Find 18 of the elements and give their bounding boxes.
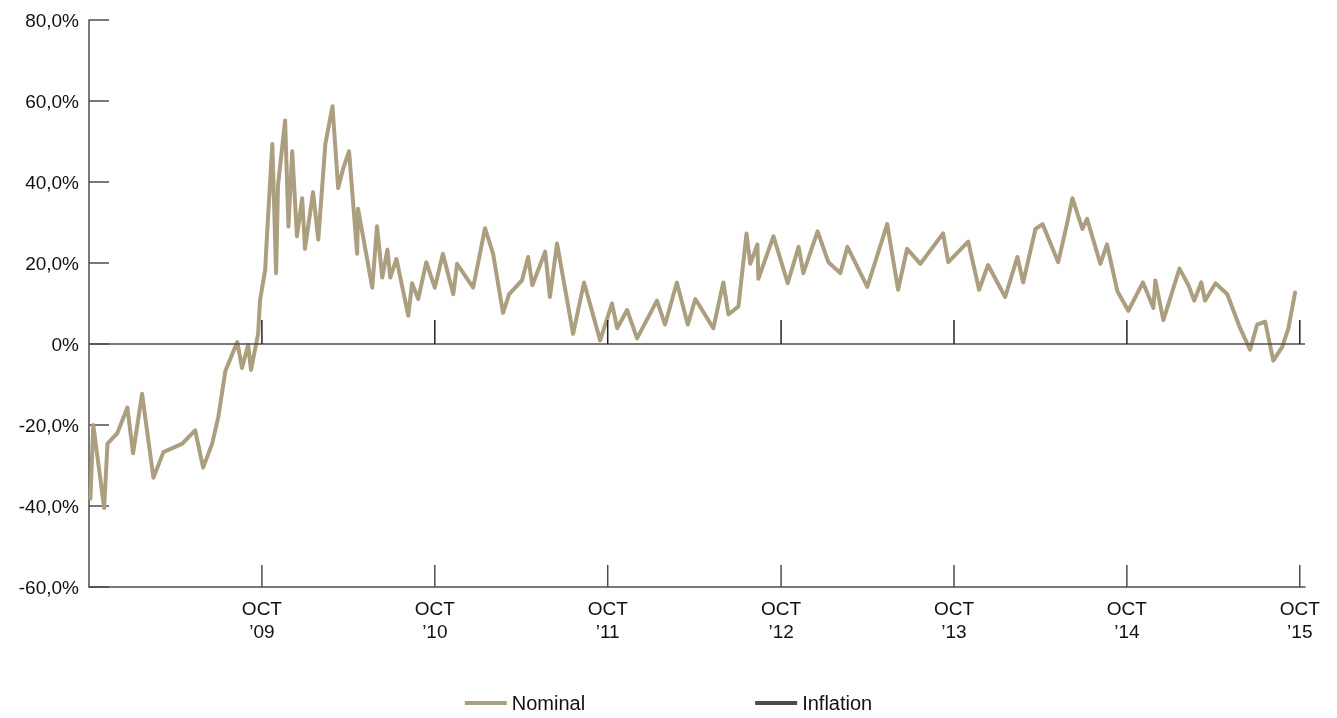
line-series [88,104,1298,511]
x-tick-label: OCT ’09 [241,598,283,642]
y-tick-label: -20,0% [18,414,80,436]
x-tick-label: OCT ’15 [1279,598,1321,642]
legend-label: Nominal [511,692,586,714]
y-tick-label: -40,0% [18,495,80,517]
x-tick-label: OCT ’13 [933,598,975,642]
y-tick-label: 80,0% [25,9,80,31]
y-tick-label: 20,0% [25,252,80,274]
y-tick-label: 60,0% [25,90,80,112]
y-tick-label: 40,0% [25,171,80,193]
y-tick-label: -60,0% [18,576,80,598]
x-tick-label: OCT ’12 [761,598,802,642]
x-tick-label: OCT ’14 [1106,598,1148,642]
legend-label: Inflation [802,692,873,714]
x-tick-label: OCT ’11 [587,598,629,642]
x-tick-label: OCT ’10 [414,598,456,642]
y-tick-label: 0% [51,333,80,355]
